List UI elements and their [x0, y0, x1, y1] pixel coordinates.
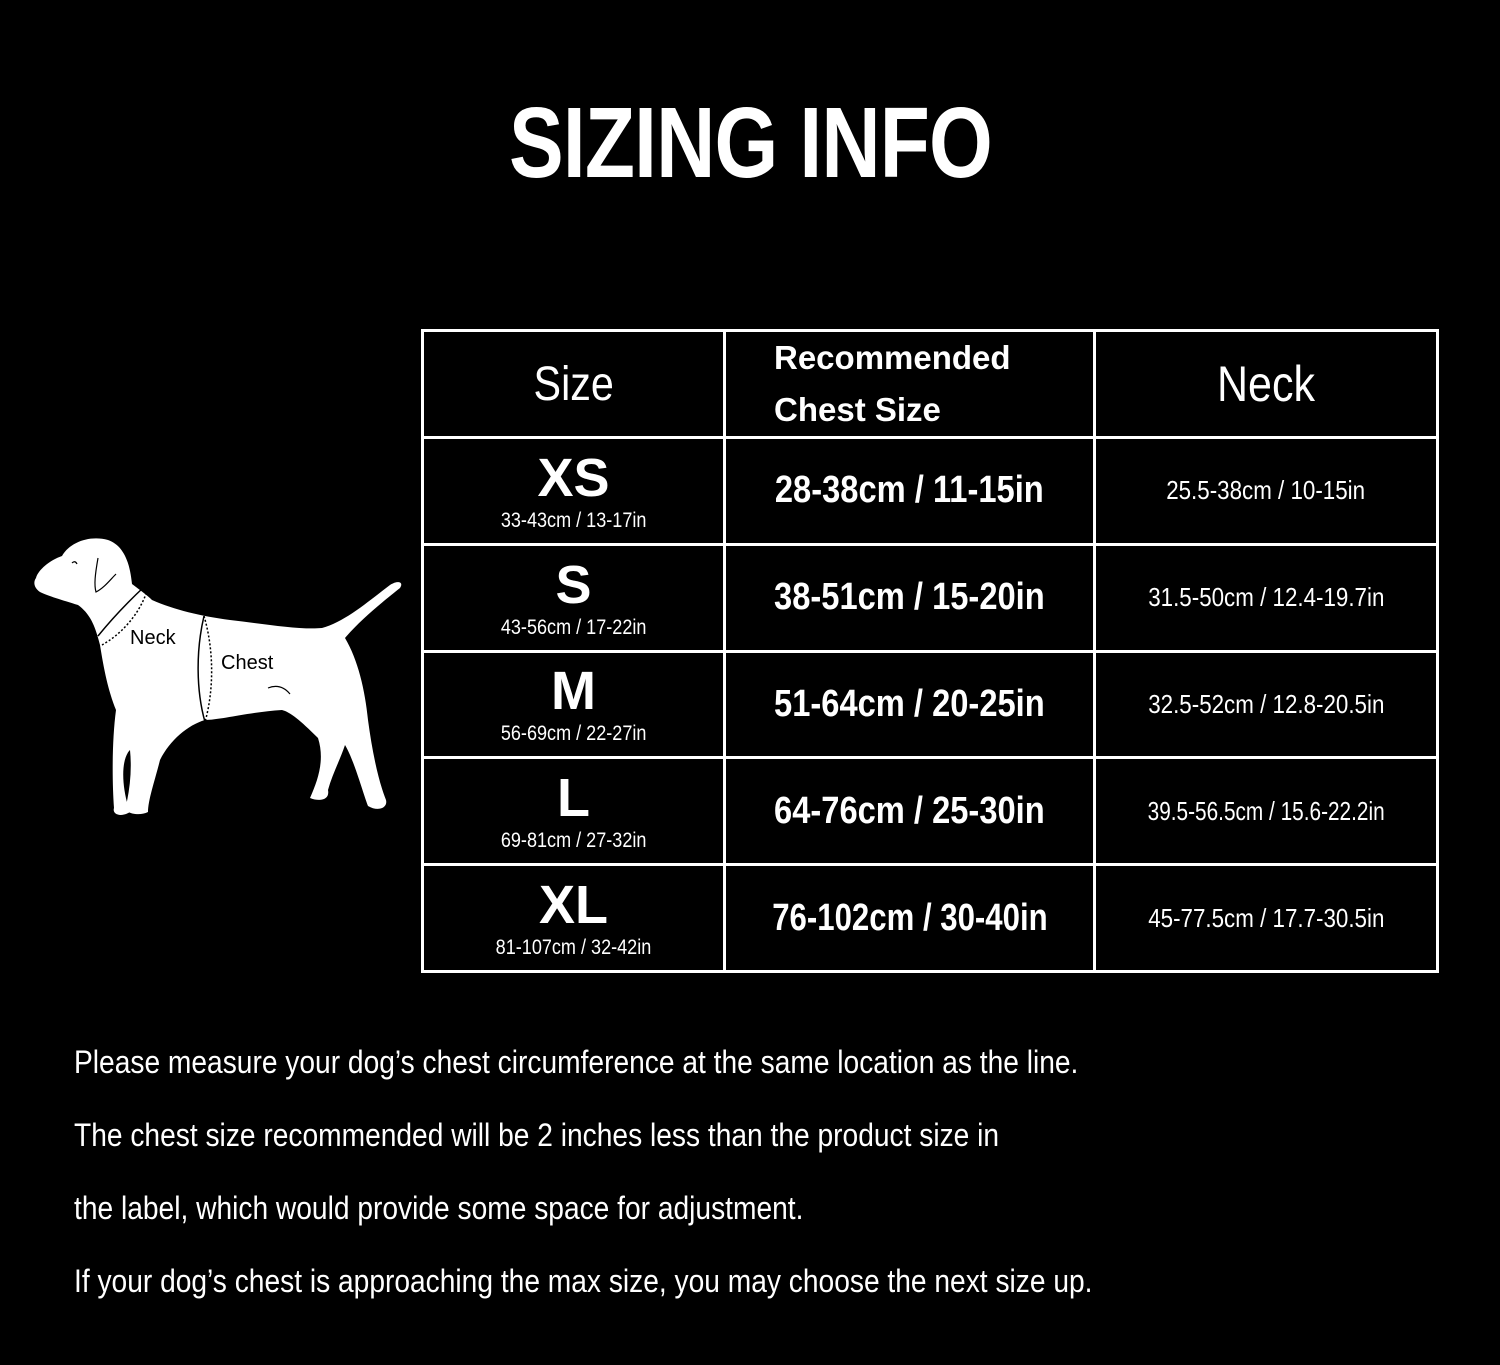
neck-cell: 25.5-38cm / 10-15in [1093, 436, 1439, 546]
size-cell: L 69-81cm / 27-32in [421, 756, 726, 867]
header-chest: Recommended Chest Size [723, 329, 1096, 439]
note-line: the label, which would provide some spac… [74, 1190, 804, 1226]
neck-line [97, 585, 146, 637]
note-line: The chest size recommended will be 2 inc… [74, 1117, 1000, 1153]
dog-eye-icon [71, 561, 78, 565]
table-row: XS 33-43cm / 13-17in 28-38cm / 11-15in 25… [421, 436, 1439, 546]
neck-cell: 32.5-52cm / 12.8-20.5in [1093, 649, 1439, 760]
table-row: XL 81-107cm / 32-42in 76-102cm / 30-40in … [421, 863, 1439, 973]
size-cell: XL 81-107cm / 32-42in [421, 863, 726, 973]
neck-cell: 45-77.5cm / 17.7-30.5in [1093, 863, 1439, 973]
neck-cell: 31.5-50cm / 12.4-19.7in [1093, 542, 1439, 653]
table-row: S 43-56cm / 17-22in 38-51cm / 15-20in 31.… [421, 542, 1439, 653]
header-size: Size [421, 329, 726, 439]
sizing-table: Size Recommended Chest Size Neck XS 33-43… [421, 329, 1439, 973]
dog-ear-line [94, 557, 117, 593]
size-cell: M 56-69cm / 22-27in [421, 649, 726, 760]
sizing-notes: Please measure your dog’s chest circumfe… [74, 1036, 1231, 1328]
size-cell: S 43-56cm / 17-22in [421, 542, 726, 653]
dog-leg-line [267, 685, 291, 695]
dog-measurement-diagram: Neck Chest [34, 538, 402, 815]
chest-line [197, 615, 206, 723]
chest-cell: 51-64cm / 20-25in [723, 649, 1096, 760]
chest-cell: 28-38cm / 11-15in [723, 436, 1096, 546]
chest-cell: 38-51cm / 15-20in [723, 542, 1096, 653]
table-row: L 69-81cm / 27-32in 64-76cm / 25-30in 39.… [421, 756, 1439, 867]
page-title: SIZING INFO [508, 87, 993, 199]
chest-label: Chest [221, 652, 274, 674]
note-line: Please measure your dog’s chest circumfe… [74, 1044, 1079, 1080]
neck-dotted-line [101, 587, 149, 646]
dog-silhouette [34, 538, 402, 815]
chest-cell: 64-76cm / 25-30in [723, 756, 1096, 867]
neck-label: Neck [130, 627, 177, 649]
table-row: M 56-69cm / 22-27in 51-64cm / 20-25in 32.… [421, 649, 1439, 760]
size-cell: XS 33-43cm / 13-17in [421, 436, 726, 546]
chest-cell: 76-102cm / 30-40in [723, 863, 1096, 973]
chest-dotted-line [203, 615, 213, 723]
note-line: If your dog’s chest is approaching the m… [74, 1263, 1093, 1299]
table-header-row: Size Recommended Chest Size Neck [421, 329, 1439, 439]
neck-cell: 39.5-56.5cm / 15.6-22.2in [1093, 756, 1439, 867]
header-neck: Neck [1093, 329, 1439, 439]
